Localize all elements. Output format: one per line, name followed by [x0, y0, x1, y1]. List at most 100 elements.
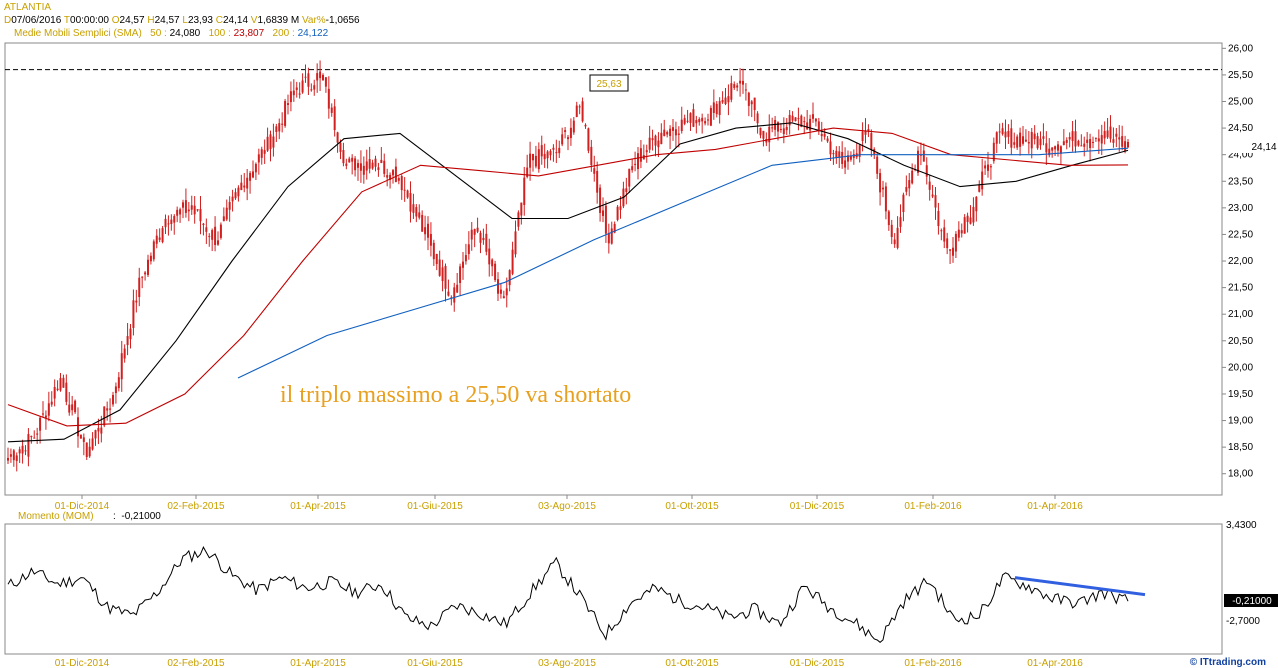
candle-body	[438, 259, 441, 276]
candle-body	[1019, 132, 1022, 147]
candle-body	[243, 185, 246, 188]
candle-body	[354, 158, 357, 171]
candle-body	[727, 96, 730, 103]
candle-body	[497, 279, 499, 294]
candle-body	[946, 238, 949, 249]
candle-body	[992, 142, 995, 162]
mom-last-label: -0,21000	[1232, 596, 1272, 607]
candle-body	[141, 276, 144, 278]
candle-body	[231, 196, 234, 202]
candle-body	[351, 157, 354, 162]
sma-label: Medie Mobili Semplici (SMA)	[14, 28, 142, 39]
candle-body	[1007, 131, 1010, 137]
candle-body	[876, 156, 879, 174]
candle-body	[969, 217, 972, 224]
candle-body	[263, 150, 266, 154]
candle-body	[214, 226, 217, 246]
candle-body	[1065, 139, 1068, 143]
candle-body	[494, 263, 497, 281]
candle-body	[412, 204, 415, 213]
candle-body	[85, 442, 88, 457]
candle-body	[249, 172, 252, 181]
y-tick-label: 21,50	[1228, 283, 1253, 294]
candle-body	[392, 170, 394, 176]
candle-body	[383, 160, 386, 174]
candle-body	[616, 206, 619, 220]
candle-body	[176, 209, 179, 216]
candle-body	[199, 208, 202, 222]
candle-body	[158, 237, 161, 240]
momentum-trendline	[1014, 576, 1146, 597]
candle-body	[654, 135, 657, 146]
candle-body	[53, 386, 56, 399]
candle-body	[660, 132, 663, 145]
candle-body	[707, 119, 709, 121]
candle-body	[310, 89, 313, 91]
candle-body	[1124, 141, 1127, 152]
candle-body	[698, 119, 701, 123]
candle-body	[683, 118, 686, 124]
candle-body	[254, 163, 257, 173]
date-value: 07/06/2016	[11, 15, 62, 26]
candle-body	[529, 153, 532, 168]
candle-body	[348, 158, 351, 163]
candle-body	[569, 127, 572, 139]
candle-body	[861, 131, 864, 141]
candle-body	[120, 353, 123, 380]
candle-body	[966, 215, 969, 223]
candle-body	[39, 417, 42, 431]
price-plot-frame	[4, 42, 1223, 496]
candle-body	[295, 87, 298, 91]
x-tick-label: 01-Dic-2014	[55, 501, 110, 512]
candle-body	[911, 170, 914, 184]
candle-body	[266, 136, 269, 151]
candle-body	[345, 163, 348, 166]
candle-body	[1077, 140, 1080, 146]
candle-body	[896, 227, 899, 248]
candle-body	[429, 233, 432, 246]
sma200-period: 200 :	[272, 28, 295, 39]
candle-body	[453, 287, 456, 303]
candle-body	[949, 249, 952, 251]
candle-body	[841, 151, 844, 164]
candle-body	[555, 152, 558, 154]
candle-body	[106, 408, 109, 411]
candle-body	[905, 187, 908, 192]
candle-body	[421, 214, 424, 232]
candle-body	[225, 207, 228, 220]
candle-body	[252, 171, 254, 178]
candle-body	[995, 132, 998, 144]
candle-body	[190, 205, 193, 210]
candle-body	[47, 403, 50, 416]
candle-body	[893, 239, 896, 245]
candle-body	[74, 400, 77, 413]
candle-body	[584, 124, 587, 127]
candle-body	[319, 71, 322, 79]
candle-body	[785, 127, 788, 131]
candle-body	[123, 348, 126, 359]
resistance-label: 25,63	[596, 79, 621, 90]
candle-body	[870, 133, 873, 150]
sma-100-line	[7, 127, 1129, 427]
candle-body	[552, 147, 555, 150]
low-value: 23,93	[187, 15, 213, 26]
candle-body	[884, 186, 887, 212]
y-tick-label: 26,00	[1228, 43, 1253, 54]
candle-body	[24, 450, 27, 452]
candle-body	[631, 166, 634, 171]
candle-body	[686, 120, 689, 122]
candle-body	[234, 192, 237, 199]
candle-body	[27, 434, 30, 457]
open-key: O	[111, 15, 120, 26]
candle-body	[307, 73, 310, 87]
y-tick-label: 25,00	[1228, 96, 1253, 107]
candle-body	[680, 119, 683, 132]
candle-body	[619, 206, 622, 210]
sma100-value: 23,807	[233, 28, 265, 39]
candle-body	[800, 115, 803, 127]
candle-body	[322, 74, 324, 81]
candle-body	[934, 195, 937, 208]
candle-body	[1100, 135, 1103, 144]
candle-body	[657, 140, 660, 148]
candle-body	[339, 142, 342, 152]
